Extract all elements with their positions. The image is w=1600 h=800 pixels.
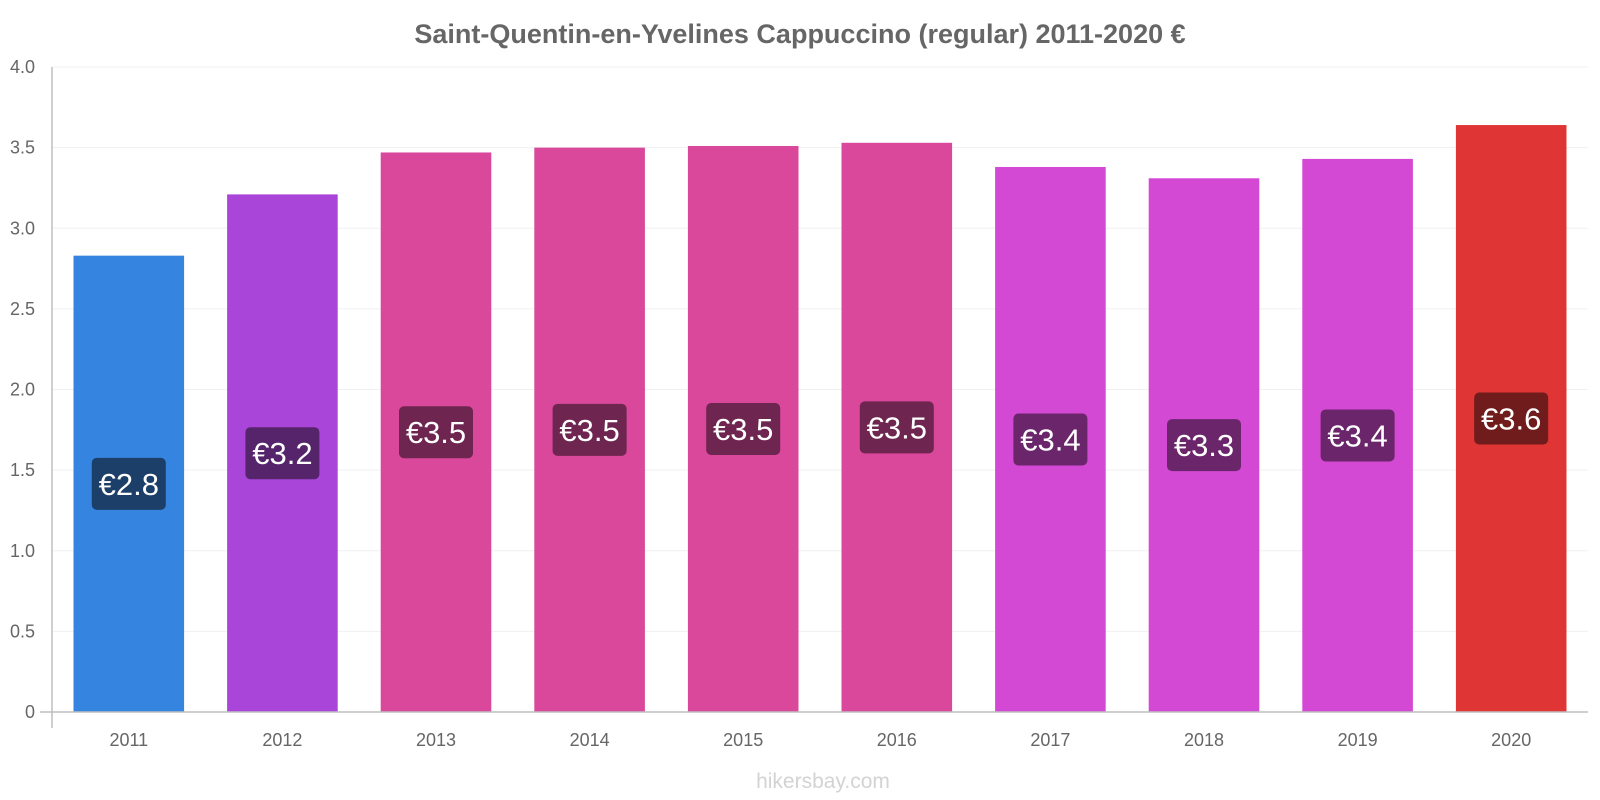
value-label: €3.6 bbox=[1481, 402, 1541, 437]
y-tick-label: 4.0 bbox=[10, 57, 35, 77]
value-label-box bbox=[91, 457, 166, 510]
y-tick-label: 2.0 bbox=[10, 380, 35, 400]
value-label-box bbox=[399, 406, 473, 459]
source-credit: hikersbay.com bbox=[756, 770, 890, 793]
value-label: €3.2 bbox=[252, 436, 312, 471]
value-label-box bbox=[245, 427, 320, 480]
y-tick-label: 3.5 bbox=[10, 138, 35, 158]
x-tick-label: 2019 bbox=[1338, 730, 1378, 750]
chart-title: Saint-Quentin-en-Yvelines Cappuccino (re… bbox=[414, 19, 1185, 49]
x-tick-label: 2014 bbox=[570, 730, 610, 750]
value-label-box bbox=[859, 401, 934, 454]
x-tick-label: 2012 bbox=[262, 730, 302, 750]
x-tick-label: 2013 bbox=[416, 730, 456, 750]
value-label: €3.5 bbox=[559, 413, 619, 448]
value-label: €3.4 bbox=[1327, 418, 1387, 453]
y-tick-label: 0.5 bbox=[10, 621, 35, 641]
value-label-box bbox=[1320, 409, 1395, 462]
x-tick-label: 2011 bbox=[109, 730, 148, 750]
value-label: €3.5 bbox=[406, 415, 466, 450]
value-label-box bbox=[1013, 413, 1088, 466]
x-axis: 2011 2012 2013 2014 2015 2016 2017 2018 2019 2020 bbox=[40, 711, 1588, 750]
value-label-box bbox=[552, 403, 627, 456]
bars: €2.8 €3.2 €3.5 €3.5 €3.5 €3.5 €3.4 €3.3 €3.4 €3.6 bbox=[73, 125, 1567, 713]
value-label-box bbox=[1167, 419, 1241, 472]
value-label-box bbox=[706, 403, 781, 456]
x-tick-label: 2015 bbox=[723, 730, 763, 750]
value-label: €2.8 bbox=[99, 467, 159, 502]
y-axis: 0 0.5 1.0 1.5 2.0 2.5 3.0 3.5 4.0 bbox=[10, 57, 53, 728]
value-label: €3.5 bbox=[867, 410, 927, 445]
y-tick-label: 0 bbox=[25, 702, 35, 722]
x-tick-label: 2017 bbox=[1030, 730, 1070, 750]
y-tick-label: 1.0 bbox=[10, 541, 35, 561]
x-tick-label: 2020 bbox=[1491, 730, 1531, 750]
value-label: €3.3 bbox=[1174, 428, 1234, 463]
y-tick-label: 1.5 bbox=[10, 460, 35, 480]
x-tick-label: 2018 bbox=[1184, 730, 1224, 750]
value-label: €3.5 bbox=[713, 412, 773, 447]
value-label: €3.4 bbox=[1020, 422, 1080, 457]
x-tick-label: 2016 bbox=[877, 730, 917, 750]
value-label-box bbox=[1474, 392, 1549, 445]
y-tick-label: 2.5 bbox=[10, 299, 35, 319]
y-tick-label: 3.0 bbox=[10, 218, 35, 238]
